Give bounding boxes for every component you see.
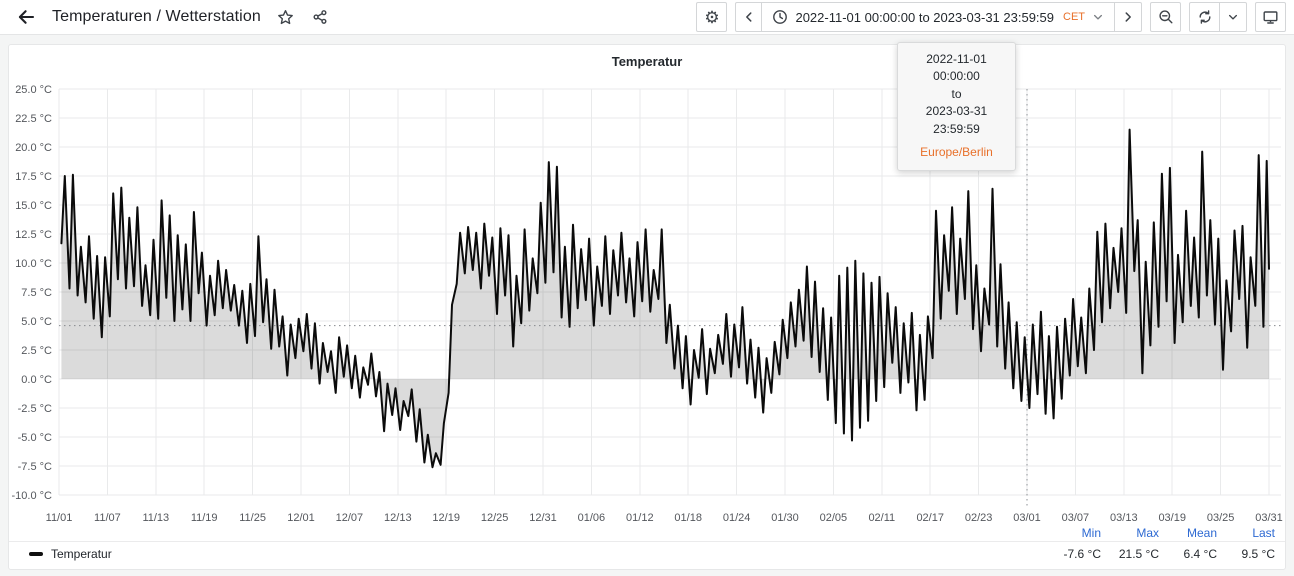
tooltip-to-datetime: 2023-03-31 23:59:59 <box>925 104 988 136</box>
tooltip-from-datetime: 2022-11-01 00:00:00 <box>926 52 987 84</box>
panel-title: Temperatur <box>611 54 683 69</box>
share-button[interactable] <box>310 7 330 27</box>
chevron-down-icon <box>1227 11 1239 23</box>
svg-text:12/25: 12/25 <box>481 512 509 524</box>
svg-text:01/18: 01/18 <box>674 512 702 524</box>
legend-stat-value-mean: 6.4 °C <box>1183 547 1217 561</box>
timezone-abbr: CET <box>1063 11 1085 23</box>
svg-text:17.5 °C: 17.5 °C <box>15 171 52 183</box>
svg-text:02/17: 02/17 <box>916 512 944 524</box>
dashboard-settings-button[interactable]: ⚙ <box>696 2 728 32</box>
legend-stat-header-min[interactable]: Min <box>1081 525 1101 540</box>
back-button[interactable] <box>14 5 38 29</box>
time-range-picker-button[interactable]: 2022-11-01 00:00:00 to 2023-03-31 23:59:… <box>762 2 1115 32</box>
magnifier-minus-icon <box>1158 9 1174 25</box>
legend-stat-header-max[interactable]: Max <box>1136 525 1159 540</box>
legend-stat-header-last[interactable]: Last <box>1252 525 1275 540</box>
chevron-right-icon <box>1121 10 1135 24</box>
svg-text:12/07: 12/07 <box>336 512 364 524</box>
refresh-icon <box>1197 9 1213 25</box>
svg-text:-5.0 °C: -5.0 °C <box>18 432 52 444</box>
legend-stat-value-max: 21.5 °C <box>1118 547 1159 561</box>
svg-text:-7.5 °C: -7.5 °C <box>18 461 52 473</box>
svg-text:03/01: 03/01 <box>1013 512 1041 524</box>
top-nav-bar: Temperaturen / Wetterstation ⚙ <box>0 0 1294 35</box>
svg-text:12/31: 12/31 <box>529 512 557 524</box>
svg-text:7.5 °C: 7.5 °C <box>21 287 52 299</box>
svg-text:20.0 °C: 20.0 °C <box>15 142 52 154</box>
svg-text:25.0 °C: 25.0 °C <box>15 84 52 96</box>
svg-text:12/19: 12/19 <box>432 512 460 524</box>
svg-text:01/12: 01/12 <box>626 512 654 524</box>
svg-text:0.0 °C: 0.0 °C <box>21 374 52 386</box>
time-range-forward-button[interactable] <box>1115 2 1142 32</box>
zoom-out-button[interactable] <box>1150 2 1181 32</box>
svg-text:10.0 °C: 10.0 °C <box>15 258 52 270</box>
legend-series-row: Temperatur -7.6 °C 21.5 °C 6.4 °C 9.5 °C <box>9 542 1285 566</box>
star-icon <box>277 9 294 26</box>
svg-text:15.0 °C: 15.0 °C <box>15 200 52 212</box>
svg-text:01/30: 01/30 <box>771 512 799 524</box>
series-label[interactable]: Temperatur <box>51 547 112 561</box>
svg-text:11/01: 11/01 <box>46 512 73 524</box>
tooltip-timezone: Europe/Berlin <box>920 144 993 159</box>
chevron-down-icon <box>1092 11 1104 23</box>
series-color-swatch <box>29 552 43 556</box>
svg-text:5.0 °C: 5.0 °C <box>21 316 52 328</box>
clock-icon <box>772 9 788 25</box>
svg-text:03/07: 03/07 <box>1062 512 1090 524</box>
svg-text:22.5 °C: 22.5 °C <box>15 113 52 125</box>
svg-text:-2.5 °C: -2.5 °C <box>18 403 52 415</box>
legend-header-row: Min Max Mean Last <box>9 524 1285 542</box>
svg-text:02/05: 02/05 <box>820 512 848 524</box>
time-range-text: 2022-11-01 00:00:00 to 2023-03-31 23:59:… <box>795 9 1054 25</box>
svg-text:2.5 °C: 2.5 °C <box>21 345 52 357</box>
share-icon <box>312 9 328 25</box>
time-range-tooltip: 2022-11-01 00:00:00 to 2023-03-31 23:59:… <box>897 42 1016 172</box>
star-button[interactable] <box>275 7 296 28</box>
time-picker-group: 2022-11-01 00:00:00 to 2023-03-31 23:59:… <box>735 2 1142 32</box>
svg-text:11/07: 11/07 <box>94 512 121 524</box>
temperature-panel: Temperatur 25.0 °C 22.5 °C 20.0 °C 17.5 °C 1… <box>8 44 1286 570</box>
svg-text:11/25: 11/25 <box>239 512 266 524</box>
dashboard-breadcrumb[interactable]: Temperaturen / Wetterstation <box>52 8 261 25</box>
legend: Min Max Mean Last Temperatur -7.6 °C 21.… <box>9 524 1285 566</box>
svg-text:03/13: 03/13 <box>1110 512 1138 524</box>
tooltip-to-word: to <box>951 86 962 101</box>
svg-text:02/11: 02/11 <box>868 512 895 524</box>
svg-text:02/23: 02/23 <box>965 512 993 524</box>
legend-stat-value-last: 9.5 °C <box>1241 547 1275 561</box>
gear-icon: ⚙ <box>704 7 720 27</box>
svg-text:12.5 °C: 12.5 °C <box>15 229 52 241</box>
svg-text:12/01: 12/01 <box>287 512 315 524</box>
legend-stat-header-mean[interactable]: Mean <box>1186 525 1217 540</box>
svg-text:03/19: 03/19 <box>1158 512 1186 524</box>
svg-text:-10.0 °C: -10.0 °C <box>12 490 53 502</box>
svg-text:11/13: 11/13 <box>142 512 169 524</box>
refresh-button[interactable] <box>1189 2 1220 32</box>
temperature-chart[interactable]: 25.0 °C 22.5 °C 20.0 °C 17.5 °C 15.0 °C 12.5 … <box>9 45 1285 527</box>
svg-text:12/13: 12/13 <box>384 512 412 524</box>
svg-text:03/25: 03/25 <box>1207 512 1235 524</box>
back-arrow-icon <box>16 7 36 27</box>
svg-text:01/24: 01/24 <box>723 512 751 524</box>
refresh-interval-dropdown[interactable] <box>1220 2 1247 32</box>
svg-text:11/19: 11/19 <box>191 512 218 524</box>
refresh-group <box>1189 2 1247 32</box>
time-range-back-button[interactable] <box>735 2 763 32</box>
monitor-icon <box>1262 9 1279 26</box>
kiosk-mode-button[interactable] <box>1255 2 1286 32</box>
chevron-left-icon <box>742 10 756 24</box>
svg-text:03/31: 03/31 <box>1255 512 1283 524</box>
svg-text:01/06: 01/06 <box>578 512 606 524</box>
legend-stat-value-min: -7.6 °C <box>1063 547 1101 561</box>
